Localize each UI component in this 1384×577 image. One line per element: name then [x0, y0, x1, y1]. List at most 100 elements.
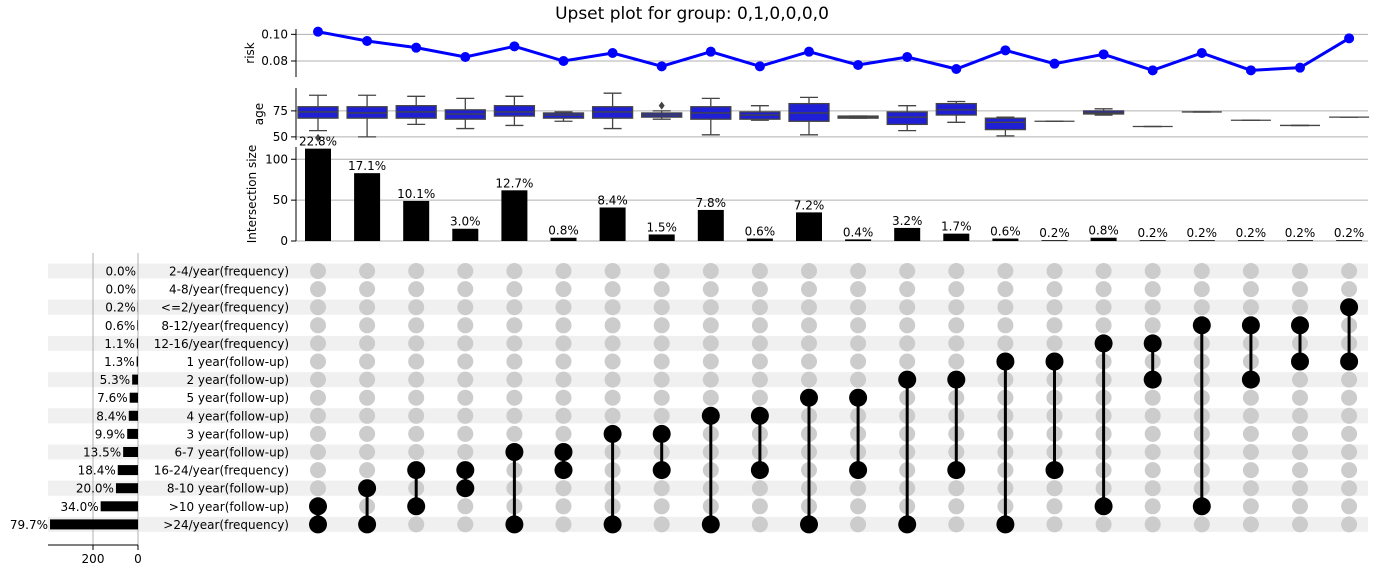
- matrix-dot-off: [506, 281, 523, 298]
- matrix-dot-off: [1242, 480, 1259, 497]
- set-label: >10 year(follow-up): [169, 500, 289, 514]
- matrix-dot-off: [1242, 263, 1259, 279]
- matrix-dot-off: [408, 317, 425, 334]
- matrix-dot-off: [801, 263, 817, 279]
- set-label: 6-7 year(follow-up): [175, 446, 290, 460]
- set-label: 4 year(follow-up): [186, 409, 289, 423]
- setsize-bar: [117, 465, 138, 476]
- risk-point: [754, 61, 765, 72]
- matrix-dot-off: [359, 263, 376, 279]
- matrix-dot-off: [653, 263, 670, 279]
- intersection-bar: [1336, 240, 1363, 241]
- intersection-bar: [305, 148, 331, 241]
- intersection-tick-label: 0: [280, 234, 288, 248]
- risk-point: [1196, 48, 1207, 58]
- intersection-bar-label: 1.5%: [646, 220, 677, 234]
- matrix-dot-on: [603, 515, 622, 534]
- matrix-dot-off: [850, 353, 867, 370]
- matrix-dot-off: [1341, 407, 1358, 424]
- matrix-dot-off: [310, 299, 326, 316]
- risk-point: [1344, 33, 1355, 44]
- setsize-bar: [100, 501, 138, 512]
- matrix-dot-on: [358, 515, 377, 534]
- matrix-dot-on: [1143, 334, 1162, 353]
- matrix-dot-off: [1242, 407, 1259, 424]
- set-label: 12-16/year(frequency): [154, 337, 289, 351]
- matrix-dot-off: [506, 353, 523, 370]
- risk-point: [853, 60, 864, 70]
- risk-point: [804, 46, 814, 57]
- matrix-dot-off: [751, 335, 768, 352]
- intersection-bar-label: 7.8%: [696, 196, 727, 210]
- matrix-dot-off: [1292, 498, 1308, 515]
- matrix-dot-off: [506, 299, 523, 316]
- matrix-dot-on: [603, 424, 622, 443]
- risk-point: [656, 61, 667, 72]
- matrix-dot-off: [702, 371, 719, 388]
- matrix-dot-off: [1292, 407, 1308, 424]
- intersection-bar-label: 0.4%: [843, 225, 874, 239]
- intersection-bar-label: 0.2%: [1187, 226, 1218, 240]
- matrix-dot-off: [1292, 371, 1308, 388]
- matrix-dot-off: [653, 317, 670, 334]
- matrix-dot-off: [948, 317, 965, 334]
- matrix-dot-off: [555, 425, 572, 442]
- matrix-dot-off: [359, 425, 376, 442]
- matrix-dot-off: [604, 371, 621, 388]
- age-tick-label: 75: [273, 104, 288, 118]
- matrix-dot-off: [408, 263, 425, 279]
- setsize-bar-label: 0.0%: [106, 265, 137, 279]
- matrix-dot-off: [1242, 516, 1259, 533]
- matrix-dot-on: [554, 461, 573, 480]
- matrix-dot-off: [1144, 516, 1161, 533]
- matrix-dot-off: [555, 480, 572, 497]
- setsize-bar-label: 7.6%: [97, 391, 128, 405]
- intersection-bar: [1090, 237, 1117, 241]
- matrix-dot-off: [997, 335, 1014, 352]
- matrix-dot-off: [408, 335, 425, 352]
- matrix-dot-off: [1292, 444, 1308, 460]
- matrix-dot-off: [653, 335, 670, 352]
- age-box: [984, 117, 1027, 131]
- setsize-bar: [129, 392, 138, 403]
- matrix-dot-off: [1341, 498, 1358, 515]
- matrix-dot-off: [457, 425, 474, 442]
- matrix-dot-off: [1046, 317, 1063, 334]
- matrix-dot-off: [948, 335, 965, 352]
- matrix-dot-on: [1291, 316, 1309, 335]
- setsize-bar: [128, 410, 138, 421]
- matrix-dot-off: [850, 480, 867, 497]
- matrix-dot-off: [948, 263, 965, 279]
- matrix-dot-off: [751, 371, 768, 388]
- set-label: 3 year(follow-up): [186, 427, 289, 441]
- matrix-dot-off: [457, 444, 474, 460]
- matrix-dot-off: [310, 407, 326, 424]
- matrix-dot-off: [948, 299, 965, 316]
- matrix-dot-off: [1341, 425, 1358, 442]
- risk-point: [509, 41, 520, 52]
- setsize-bar-label: 1.1%: [104, 337, 135, 351]
- matrix-dot-off: [506, 425, 523, 442]
- matrix-dot-off: [310, 480, 326, 497]
- set-label: 8-12/year(frequency): [161, 319, 289, 333]
- matrix-dot-off: [751, 516, 768, 533]
- matrix-dot-off: [1046, 299, 1063, 316]
- matrix-dot-off: [604, 389, 621, 406]
- matrix-dot-off: [948, 353, 965, 370]
- matrix-dot-off: [1046, 516, 1063, 533]
- matrix-dot-off: [408, 281, 425, 298]
- matrix-dot-off: [555, 516, 572, 533]
- intersection-bar-label: 3.2%: [892, 214, 923, 228]
- matrix-dot-on: [1340, 352, 1359, 371]
- risk-point: [1098, 49, 1109, 60]
- matrix-dot-off: [506, 317, 523, 334]
- intersection-bar: [550, 237, 577, 241]
- matrix-dot-off: [555, 263, 572, 279]
- intersection-bar-label: 12.7%: [495, 176, 533, 190]
- risk-point: [902, 52, 913, 62]
- risk-point: [705, 46, 716, 57]
- matrix-dot-off: [1144, 425, 1161, 442]
- risk-tick-label: 0.10: [261, 27, 288, 41]
- risk-point: [951, 64, 962, 74]
- matrix-dot-on: [849, 461, 868, 480]
